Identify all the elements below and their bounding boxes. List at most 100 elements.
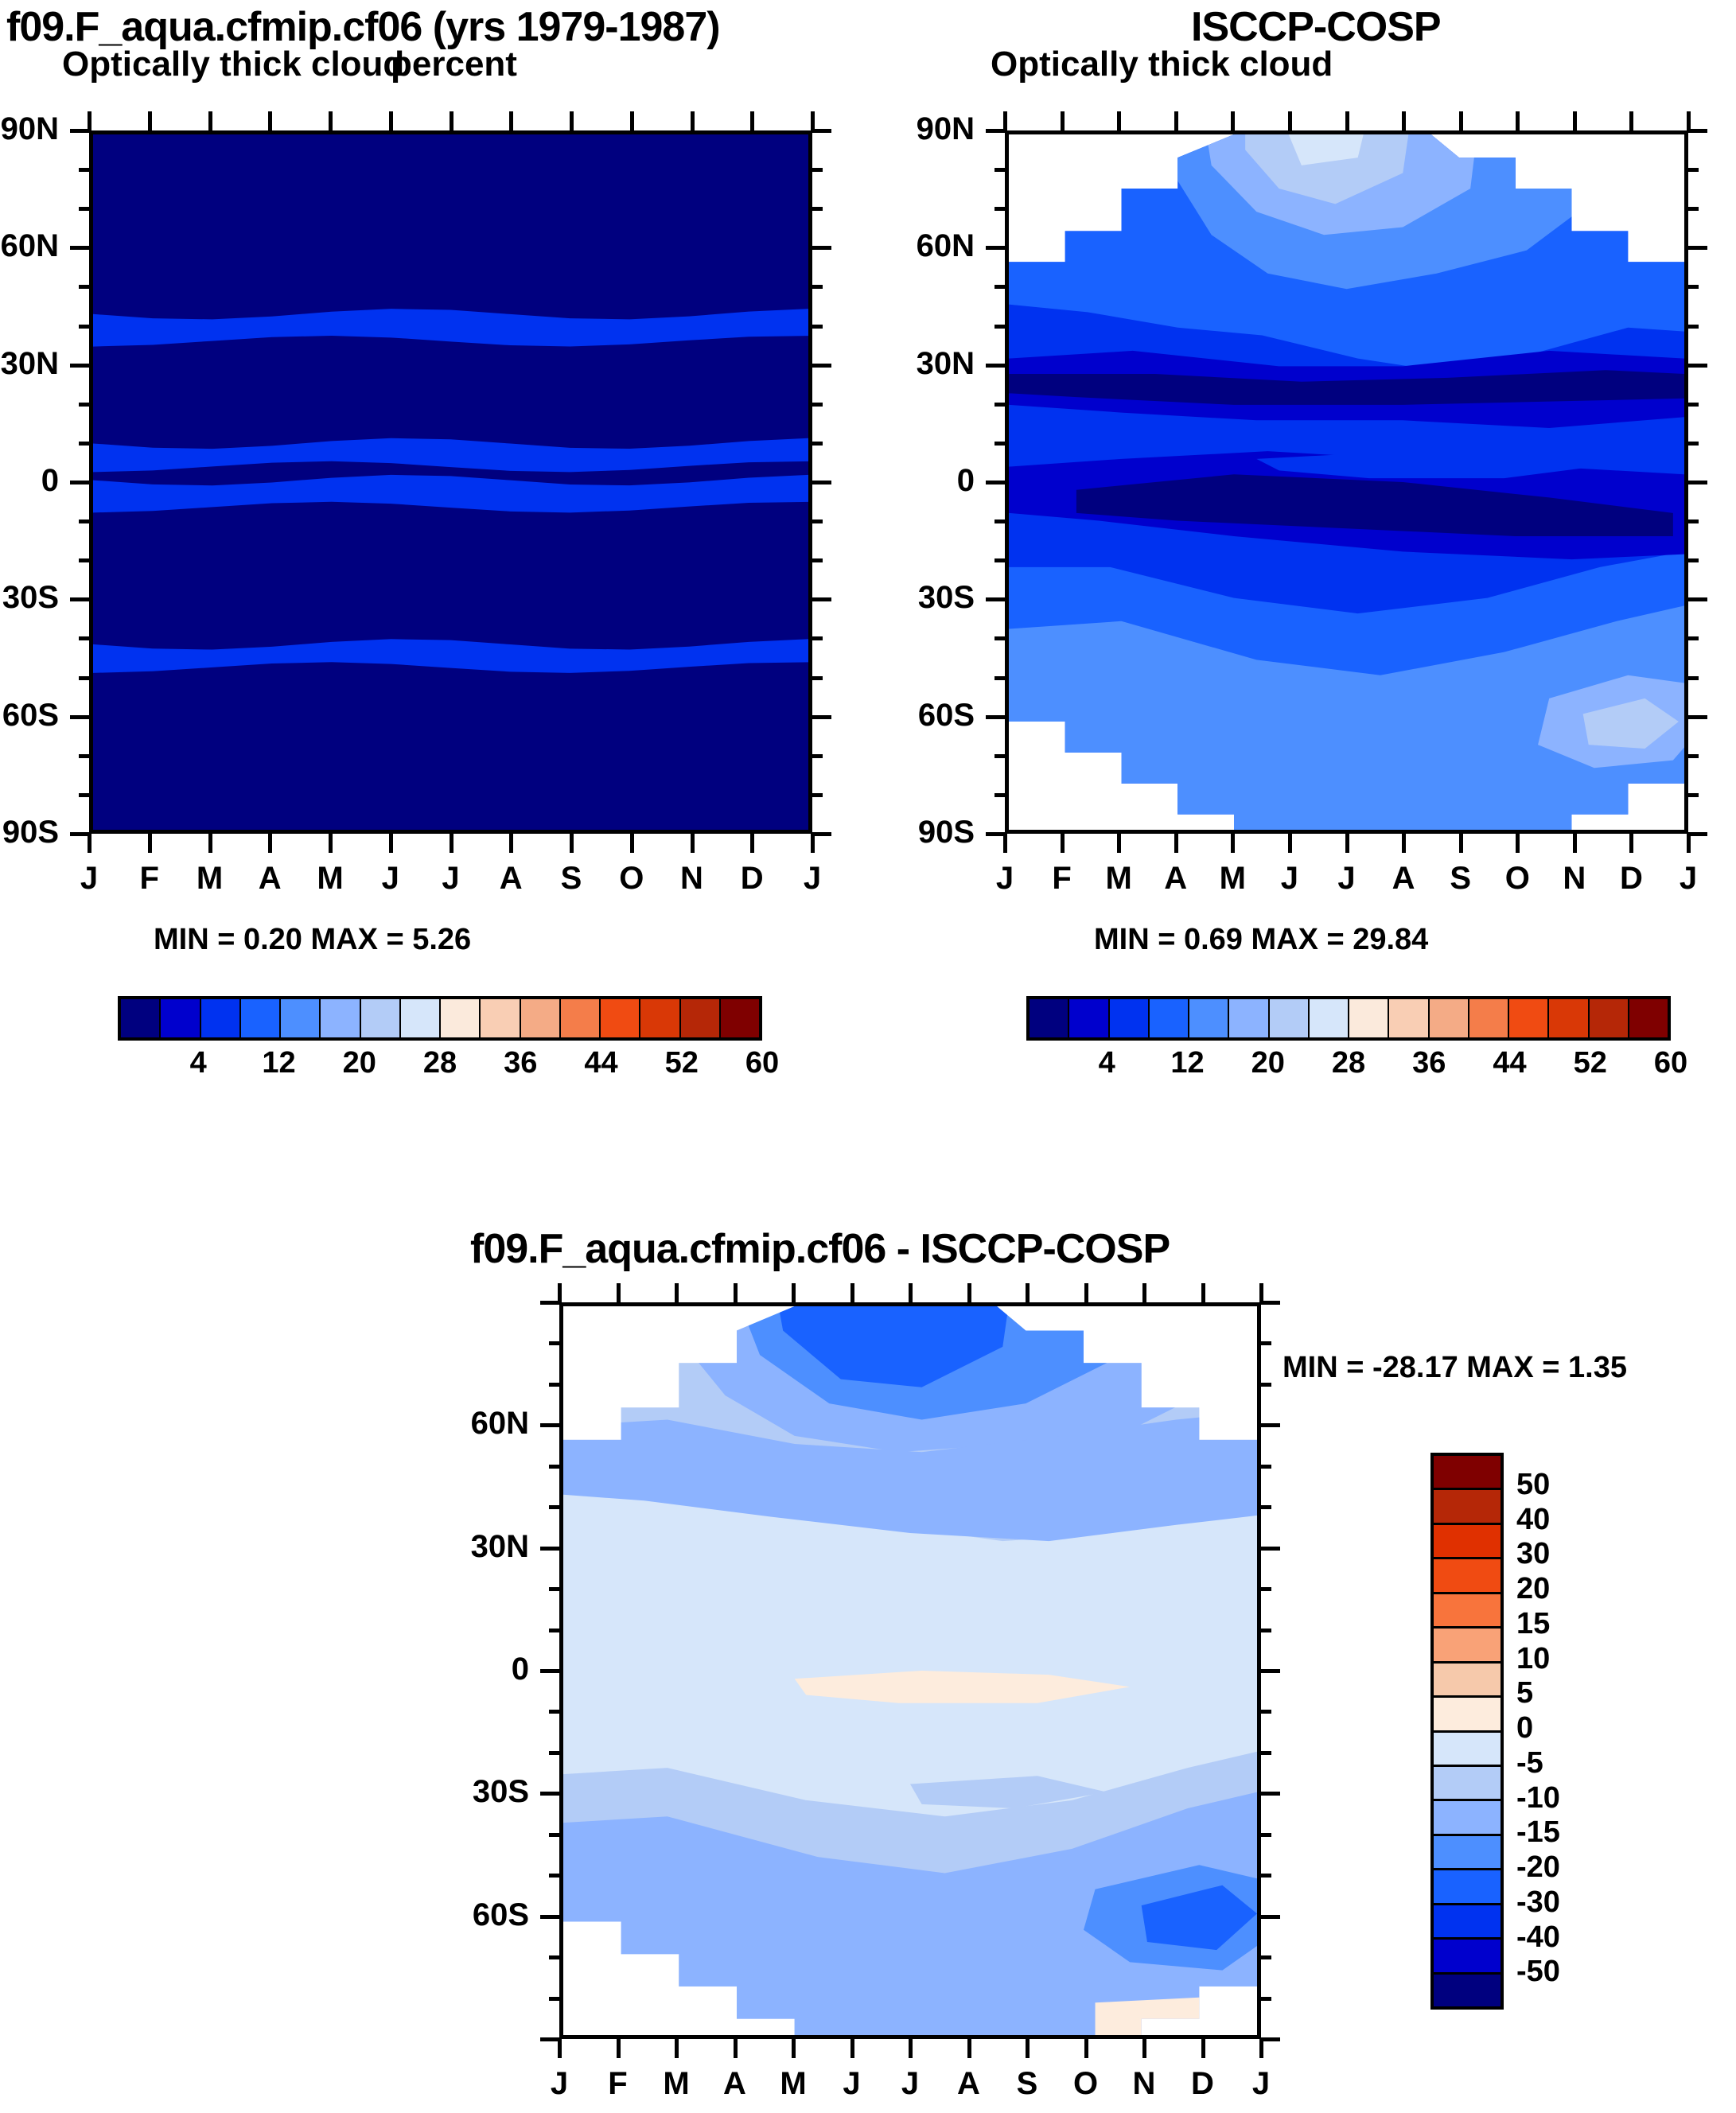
obs-y-tick xyxy=(995,792,1005,797)
obs-y-tick xyxy=(995,558,1005,563)
model-x-tick xyxy=(208,834,212,853)
obs-x-tick xyxy=(1572,834,1577,853)
colorbar-tick-label: 20 xyxy=(1251,1046,1285,1080)
diff-y-tick xyxy=(549,1832,559,1837)
band-0-4-nh xyxy=(1009,370,1684,405)
colorbar-tick-label: 20 xyxy=(1516,1572,1551,1605)
obs-x-tick-top xyxy=(1117,111,1122,130)
diff-y-tick-right xyxy=(1261,1301,1280,1305)
colorbar-tick-label: -5 xyxy=(1516,1745,1543,1780)
obs-y-tick-right xyxy=(1688,753,1699,758)
obs-x-tick-label: M xyxy=(1105,861,1132,896)
colorbar-tick-label: 4 xyxy=(1098,1046,1115,1080)
zonal-band xyxy=(93,438,808,473)
colorbar-tick-label: 15 xyxy=(1516,1606,1551,1640)
diff-x-tick-label: O xyxy=(1072,2066,1099,2101)
model-y-tick-right xyxy=(812,519,823,524)
obs-colorbar[interactable] xyxy=(1026,996,1671,1041)
model-y-tick-label: 30N xyxy=(0,345,59,381)
diff-y-tick xyxy=(549,1710,559,1714)
obs-x-tick-label: J xyxy=(1280,861,1299,896)
model-x-tick-label: J xyxy=(80,861,99,896)
model-x-tick xyxy=(88,834,91,853)
diff-y-tick xyxy=(549,1996,559,2001)
obs-panel-subtitle-left: Optically thick cloud xyxy=(991,45,1333,84)
model-x-tick-top xyxy=(811,111,815,130)
obs-plot-area[interactable] xyxy=(1005,130,1688,834)
obs-y-tick xyxy=(995,636,1005,641)
colorbar-tick-label: 52 xyxy=(664,1046,699,1080)
obs-y-tick-label: 30S xyxy=(917,580,975,616)
diff-y-tick-label: 60S xyxy=(472,1897,529,1932)
model-x-tick xyxy=(388,834,393,853)
diff-x-tick xyxy=(1201,2039,1205,2058)
diff-y-tick-right xyxy=(1261,1423,1280,1428)
diff-colorbar[interactable] xyxy=(1430,1453,1504,2010)
model-y-tick xyxy=(70,597,89,602)
colorbar-swatch xyxy=(1069,999,1110,1037)
colorbar-swatch xyxy=(1434,1732,1501,1767)
diff-y-tick-right xyxy=(1261,1505,1271,1510)
obs-y-tick-label: 30N xyxy=(916,345,975,381)
model-x-tick-top xyxy=(449,111,453,130)
colorbar-tick-label: 0 xyxy=(1516,1711,1534,1745)
model-x-tick xyxy=(629,834,634,853)
diff-panel-title: f09.F_aqua.cfmip.cf06 - ISCCP-COSP xyxy=(470,1226,1170,1272)
diff-y-tick xyxy=(549,1464,559,1469)
p1-contour-field xyxy=(93,134,808,830)
obs-y-tick xyxy=(986,481,1005,484)
obs-y-tick-right xyxy=(1688,441,1699,446)
model-plot-area[interactable] xyxy=(89,130,812,834)
obs-y-tick xyxy=(986,129,1005,133)
model-y-tick xyxy=(79,324,89,329)
colorbar-tick-label: 60 xyxy=(1653,1046,1688,1080)
band-m30-m20-s xyxy=(1141,1885,1257,1951)
diff-y-tick-right xyxy=(1261,1341,1271,1346)
diff-x-tick-label: A xyxy=(723,2066,746,2101)
obs-y-tick xyxy=(986,714,1005,719)
obs-x-tick xyxy=(1629,834,1634,853)
obs-y-tick-right xyxy=(1688,363,1707,368)
diff-x-tick-label: M xyxy=(663,2066,690,2101)
colorbar-swatch xyxy=(240,999,281,1037)
colorbar-tick-label: 52 xyxy=(1573,1046,1607,1080)
colorbar-swatch xyxy=(1434,1524,1501,1560)
obs-x-tick xyxy=(1402,834,1407,853)
obs-x-tick-label: O xyxy=(1504,861,1530,896)
model-y-tick xyxy=(70,246,89,251)
obs-x-tick-top xyxy=(1458,111,1463,130)
model-panel-title: f09.F_aqua.cfmip.cf06 (yrs 1979-1987) xyxy=(6,4,721,50)
model-y-tick-right xyxy=(812,792,823,797)
model-colorbar[interactable] xyxy=(118,996,762,1041)
diff-plot-area[interactable] xyxy=(559,1302,1261,2039)
colorbar-swatch xyxy=(1309,999,1349,1037)
colorbar-swatch xyxy=(1189,999,1230,1037)
diff-y-tick xyxy=(540,2037,559,2041)
diff-x-tick-top xyxy=(792,1283,796,1302)
obs-x-tick-top xyxy=(1516,111,1520,130)
obs-y-tick-right xyxy=(1688,714,1707,719)
colorbar-tick-label: 30 xyxy=(1516,1537,1551,1571)
obs-y-tick xyxy=(995,168,1005,173)
colorbar-swatch xyxy=(1434,1905,1501,1940)
band-28-plus xyxy=(1279,134,1369,165)
diff-y-tick xyxy=(540,1301,559,1305)
diff-y-tick xyxy=(540,1546,559,1551)
model-y-tick xyxy=(70,832,89,836)
zonal-band xyxy=(93,309,808,347)
diff-x-tick-label: J xyxy=(901,2066,920,2101)
colorbar-swatch xyxy=(1229,999,1270,1037)
obs-x-tick-top xyxy=(1687,111,1691,130)
colorbar-swatch xyxy=(1434,1594,1501,1629)
diff-y-tick xyxy=(540,1792,559,1796)
colorbar-swatch xyxy=(1149,999,1189,1037)
colorbar-swatch xyxy=(400,999,441,1037)
diff-x-tick-label: A xyxy=(957,2066,980,2101)
model-y-tick xyxy=(70,714,89,719)
model-y-tick xyxy=(79,636,89,641)
colorbar-tick-label: 40 xyxy=(1516,1502,1551,1536)
diff-y-tick xyxy=(549,1587,559,1592)
diff-x-tick-top xyxy=(675,1283,679,1302)
colorbar-tick-label: 10 xyxy=(1516,1641,1551,1675)
colorbar-swatch xyxy=(1509,999,1550,1037)
